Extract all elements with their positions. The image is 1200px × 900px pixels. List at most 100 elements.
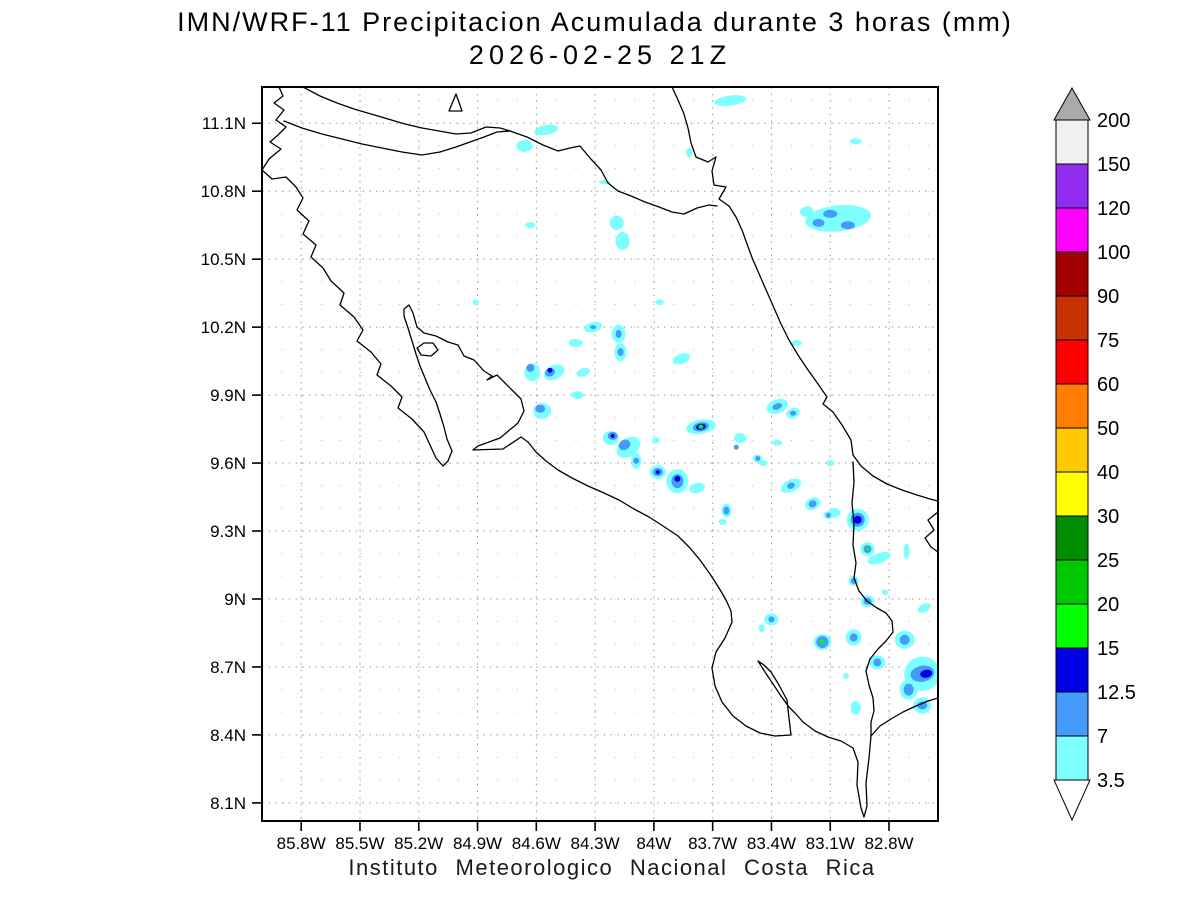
precip-cell: [472, 299, 479, 306]
lon-tick-label: 83.4W: [747, 834, 796, 853]
precip-cell: [849, 633, 858, 642]
precip-cell: [825, 512, 831, 518]
precip-cell: [819, 640, 825, 644]
precip-cell: [714, 95, 747, 107]
coastline-chira-island: [416, 342, 439, 357]
precip-cell: [840, 221, 855, 230]
precip-cell: [903, 683, 914, 696]
precip-cell: [734, 433, 747, 444]
colorbar-label: 120: [1097, 198, 1130, 220]
precip-cell: [759, 460, 768, 467]
precip-cell: [873, 658, 882, 667]
colorbar-label: 150: [1097, 154, 1130, 176]
plot-frame: [261, 86, 939, 822]
precip-cell: [534, 124, 558, 136]
precip-cell: [674, 475, 681, 482]
minor-grid-dots: [281, 100, 930, 804]
precip-cell: [790, 410, 796, 416]
precip-cell: [849, 138, 862, 145]
lon-tick-label: 84W: [636, 834, 671, 853]
colorbar-box: [1055, 471, 1089, 517]
precip-cell: [686, 147, 693, 158]
precip-cell: [672, 353, 690, 365]
colorbar-box: [1055, 207, 1089, 253]
coastline-san-juan-river: [509, 130, 718, 215]
lon-tick-label: 84.3W: [571, 834, 620, 853]
precip-cell: [689, 482, 705, 494]
colorbar-label: 15: [1097, 638, 1119, 660]
precip-cell: [867, 551, 891, 565]
axis-ticks-labels: 11.1N 10.8N 10.5N 10.2N 9.9N 9.6N 9.3N 9N 8.7N 8.…: [201, 114, 914, 853]
coastline-pacific-coast: [262, 87, 938, 818]
lat-tick-label: 10.8N: [201, 182, 246, 201]
precip-cell: [568, 339, 583, 347]
precip-cell: [633, 457, 640, 464]
colorbar-box: [1055, 163, 1089, 209]
precip-cell: [920, 669, 933, 678]
precip-cell: [618, 439, 631, 451]
colorbar-box: [1055, 295, 1089, 341]
precip-cell: [850, 700, 861, 715]
precip-cell: [826, 460, 835, 467]
precip-cell: [808, 500, 817, 508]
colorbar-label: 40: [1097, 462, 1119, 484]
precip-cell: [547, 367, 553, 373]
colorbar-label: 7: [1097, 726, 1108, 748]
colorbar-box: [1055, 427, 1089, 473]
colorbar-label: 200: [1097, 110, 1130, 132]
coastline-lake-island: [448, 93, 463, 112]
precip-cell: [772, 439, 783, 446]
lon-tick-label: 82.8W: [864, 834, 913, 853]
precip-cell: [526, 363, 535, 372]
precip-cell: [853, 515, 862, 524]
precip-cell: [899, 634, 910, 645]
colorbar-box: [1055, 603, 1089, 649]
colorbar-label: 30: [1097, 506, 1119, 528]
precip-cell: [842, 673, 849, 679]
precip-cell: [755, 456, 761, 461]
precip-cell: [535, 404, 546, 413]
colorbar-box: [1055, 647, 1089, 693]
precip-cell: [805, 205, 871, 232]
precip-cell: [718, 519, 727, 525]
precip-shaded-field: [472, 95, 938, 715]
precip-cell: [525, 222, 536, 229]
coastline-bocas-inlet: [924, 511, 938, 553]
colorbar-label: 60: [1097, 374, 1119, 396]
precip-cell: [723, 506, 730, 515]
colorbar-label: 12.5: [1097, 682, 1136, 704]
colorbar-label: 100: [1097, 242, 1130, 264]
precip-cell: [823, 209, 838, 218]
lon-tick-label: 84.9W: [453, 834, 502, 853]
lon-tick-label: 84.6W: [512, 834, 561, 853]
colorbar-bottom-arrow: [1053, 779, 1091, 822]
precip-cell: [917, 701, 928, 710]
lat-tick-label: 8.7N: [210, 658, 246, 677]
figure-footer: Instituto Meteorologico Nacional Costa R…: [348, 855, 876, 880]
coastline-lake-nicaragua-shore: [302, 87, 511, 135]
grid-lines: [262, 87, 938, 821]
precip-cell: [617, 348, 624, 357]
precip-cell: [882, 589, 889, 596]
colorbar-label: 25: [1097, 550, 1119, 572]
lon-tick-label: 85.5W: [335, 834, 384, 853]
lat-tick-label: 9N: [224, 590, 246, 609]
colorbar-label: 75: [1097, 330, 1119, 352]
precip-cell: [590, 325, 597, 330]
colorbar-box: [1055, 559, 1089, 605]
precip-cell: [812, 218, 825, 227]
lat-tick-label: 8.1N: [210, 794, 246, 813]
lat-tick-label: 9.9N: [210, 386, 246, 405]
lat-tick-label: 10.5N: [201, 250, 246, 269]
coastline-border-panama: [851, 461, 894, 737]
precip-cell: [865, 547, 870, 551]
precip-cell: [615, 232, 630, 250]
precip-cell: [615, 329, 622, 338]
precip-cell: [571, 391, 584, 400]
precip-cell: [768, 616, 775, 623]
precip-cell: [787, 482, 795, 489]
colorbar-box: [1055, 735, 1089, 781]
colorbar-box: [1055, 119, 1089, 165]
colorbar-box: [1055, 515, 1089, 561]
